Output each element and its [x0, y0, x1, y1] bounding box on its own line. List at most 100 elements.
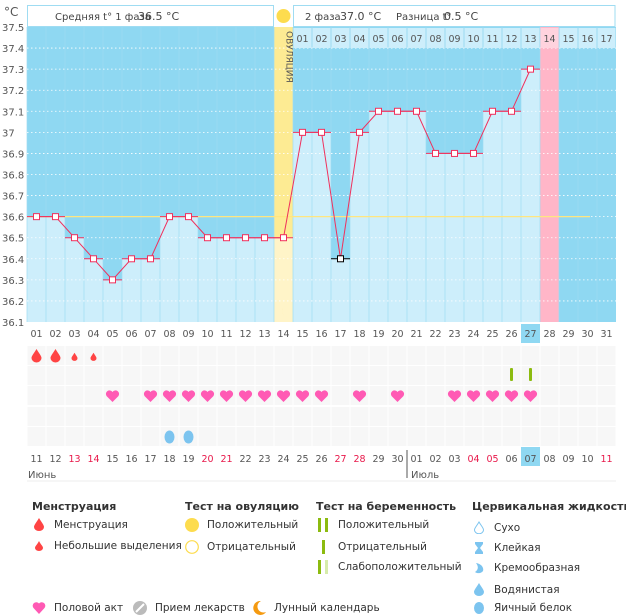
y-tick-label: 37: [2, 128, 15, 139]
grid-cell: [65, 407, 84, 426]
legend-label: Сухо: [494, 521, 521, 534]
luteal-day-cell: [293, 28, 312, 48]
faint-lines-icon: [316, 560, 330, 574]
cycle-day-label: 08: [163, 329, 175, 340]
grid-cell: [407, 386, 426, 405]
grid-cell: [312, 346, 331, 365]
grid-cell: [65, 386, 84, 405]
legend-creamy: Кремообразная: [472, 562, 580, 574]
temp-point: [280, 234, 287, 242]
cycle-day-label: 07: [144, 329, 156, 340]
phase2-value: 37.0 °C: [340, 10, 381, 23]
grid-cell: [84, 366, 103, 385]
date-label: 14: [87, 454, 99, 465]
grid-cell: [293, 366, 312, 385]
luteal-day-cell: [445, 28, 464, 48]
luteal-day-label: 16: [581, 34, 593, 45]
grid-cell: [464, 427, 483, 446]
luteal-day-cell: [312, 28, 331, 48]
luteal-day-cell: [597, 28, 616, 48]
temp-point: [147, 255, 154, 263]
grid-cell: [217, 407, 236, 426]
legend-cervical-title: Цервикальная жидкость: [472, 500, 626, 513]
pill-icon: [133, 601, 147, 615]
cycle-day-label: 12: [239, 329, 251, 340]
legend-label: Кремообразная: [494, 562, 581, 574]
temp-point: [394, 107, 401, 115]
heart-icon: [314, 390, 329, 402]
cycle-day-label: 02: [49, 329, 61, 340]
grid-cell: [483, 346, 502, 365]
luteal-day-label: 13: [524, 34, 536, 45]
luteal-day-cell: [350, 28, 369, 48]
grid-cell: [217, 366, 236, 385]
grid-cell: [122, 407, 141, 426]
heart-icon: [219, 390, 234, 402]
date-label: 17: [144, 454, 156, 465]
legend-label: Прием лекарств: [155, 602, 245, 614]
luteal-day-cell: [502, 28, 521, 48]
cycle-day-label: 25: [486, 329, 498, 340]
date-label: 03: [448, 454, 460, 465]
grid-cell: [274, 366, 293, 385]
grid-cell: [369, 346, 388, 365]
grid-cell: [388, 407, 407, 426]
grid-cell: [236, 346, 255, 365]
grid-cell: [369, 386, 388, 405]
heart-icon: [466, 390, 481, 402]
date-label: 28: [353, 454, 365, 465]
cycle-day-label: 18: [353, 329, 365, 340]
grid-cell: [445, 366, 464, 385]
grid-cell: [312, 407, 331, 426]
luteal-day-label: 09: [448, 34, 460, 45]
grid-cell: [198, 427, 217, 446]
luteal-day-cell: [331, 28, 350, 48]
grid-cell: [255, 346, 274, 365]
unit-label: °C: [4, 5, 18, 19]
phase1-value: 36.5 °C: [138, 10, 179, 23]
temp-bar: [160, 216, 179, 322]
legend-ovulation-title: Тест на овуляцию: [185, 500, 299, 513]
grid-cell: [407, 346, 426, 365]
grid-cell: [350, 346, 369, 365]
grid-cell: [141, 366, 160, 385]
sun-filled-icon: [185, 518, 199, 532]
phase2-label: 2 фаза: [305, 12, 341, 23]
grid-cell: [84, 427, 103, 446]
luteal-day-label: 03: [334, 34, 346, 45]
temp-point: [52, 213, 59, 221]
temp-bar: [27, 216, 46, 322]
date-label: 18: [163, 454, 175, 465]
grid-cell: [198, 407, 217, 426]
grid-cell: [179, 346, 198, 365]
temp-bar: [141, 258, 160, 322]
moon-icon: [252, 601, 266, 615]
grid-cell: [255, 407, 274, 426]
cycle-day-label: 01: [30, 329, 42, 340]
temp-point: [242, 234, 249, 242]
cycle-day-label: 10: [201, 329, 213, 340]
grid-cell: [464, 346, 483, 365]
heart-icon: [181, 390, 196, 402]
grid-cell: [84, 386, 103, 405]
grid-cell: [597, 346, 616, 365]
month-label: Июнь: [28, 470, 56, 481]
creamy-drop-icon: [472, 562, 486, 574]
date-label: 27: [334, 454, 346, 465]
date-label: 22: [239, 454, 251, 465]
spotting-icon: [90, 352, 97, 361]
grid-cell: [255, 427, 274, 446]
grid-cell: [27, 427, 46, 446]
date-label: 05: [486, 454, 498, 465]
grid-cell: [103, 346, 122, 365]
grid-cell: [46, 366, 65, 385]
legend-label: Положительный: [207, 519, 299, 531]
date-label: 11: [600, 454, 612, 465]
grid-cell: [274, 427, 293, 446]
temp-point: [261, 234, 268, 242]
luteal-day-label: 12: [505, 34, 517, 45]
cycle-day-label: 15: [296, 329, 308, 340]
small-drop-icon: [32, 541, 46, 551]
legend-label: Клейкая: [494, 542, 541, 554]
temp-point: [128, 255, 135, 263]
